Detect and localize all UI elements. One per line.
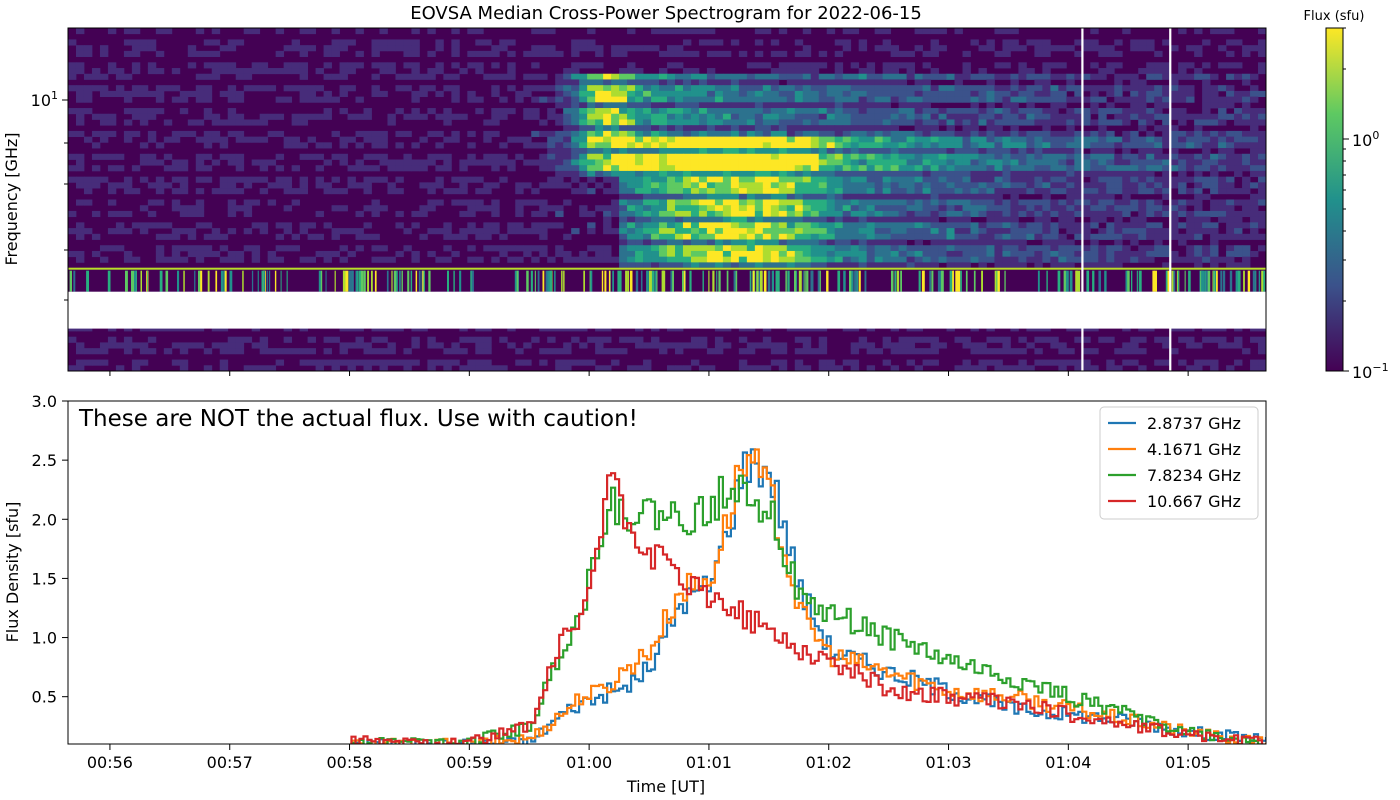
series-line <box>350 472 1266 744</box>
spectrogram-overlay <box>68 28 1266 371</box>
gap-line <box>1081 28 1084 371</box>
y-tick-label: 2.0 <box>32 510 57 529</box>
lightcurve-x-axis: 00:56 00:57 00:58 00:59 01:00 01:01 01:02 01:03… <box>87 744 1211 772</box>
x-tick-label: 01:04 <box>1045 753 1091 772</box>
spectrogram-title: EOVSA Median Cross-Power Spectrogram for… <box>410 3 922 24</box>
lightcurve-frame <box>67 400 1267 745</box>
y-tick-label: 1.5 <box>32 569 57 588</box>
spectrogram-y-axis: 101 <box>31 89 68 301</box>
spectrogram-frame <box>67 27 1267 372</box>
colorbar-tick-1: 100 <box>1352 129 1379 150</box>
lightcurve-y-axis: 0.5 1.0 1.5 2.0 2.5 3.0 <box>32 392 68 707</box>
legend-box <box>1099 406 1259 520</box>
spectrogram-panel <box>68 28 1266 371</box>
x-tick-label: 00:56 <box>87 753 133 772</box>
colorbar <box>1325 27 1344 372</box>
legend-label: 2.8737 GHz <box>1147 414 1241 433</box>
lightcurve-xlabel: Time [UT] <box>626 777 705 796</box>
lightcurve-series <box>310 448 1266 744</box>
lightcurve-annotation: These are NOT the actual flux. Use with … <box>78 406 638 432</box>
spectrogram-x-ticks <box>109 371 1189 376</box>
gap-line <box>1169 28 1172 371</box>
missing-band <box>68 291 1266 329</box>
legend-label: 7.8234 GHz <box>1147 466 1241 485</box>
x-tick-label: 01:05 <box>1165 753 1211 772</box>
spectrogram-ylabel: Frequency [GHz] <box>2 132 21 265</box>
x-tick-label: 01:01 <box>686 753 732 772</box>
lightcurve-ylabel: Flux Density [sfu] <box>3 502 22 643</box>
colorbar-label: Flux (sfu) <box>1304 9 1365 24</box>
y-tick-label: 2.5 <box>32 451 57 470</box>
spectrogram-ytick-label: 101 <box>31 89 58 110</box>
legend: 2.8737 GHz 4.1671 GHz 7.8234 GHz 10.667 GHz <box>1099 406 1259 520</box>
x-tick-label: 00:57 <box>207 753 253 772</box>
colorbar-ticks: 100 10−1 <box>1343 27 1389 382</box>
y-tick-label: 1.0 <box>32 629 57 648</box>
legend-label: 10.667 GHz <box>1147 492 1241 511</box>
legend-label: 4.1671 GHz <box>1147 440 1241 459</box>
x-tick-label: 01:00 <box>566 753 612 772</box>
x-tick-label: 00:58 <box>326 753 372 772</box>
colorbar-tick-0: 10−1 <box>1352 361 1389 382</box>
x-tick-label: 01:03 <box>925 753 971 772</box>
x-tick-label: 01:02 <box>806 753 852 772</box>
lightcurve-background <box>68 401 1266 744</box>
y-tick-label: 0.5 <box>32 688 57 707</box>
x-tick-label: 00:59 <box>446 753 492 772</box>
y-tick-label: 3.0 <box>32 392 57 411</box>
